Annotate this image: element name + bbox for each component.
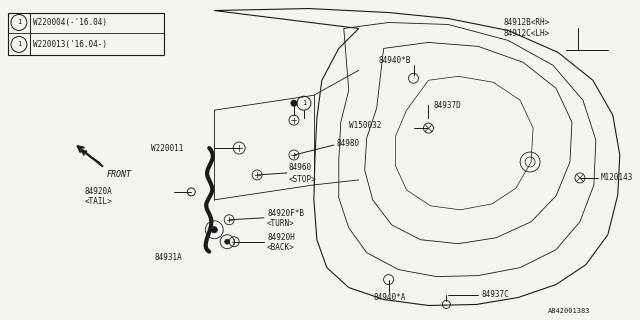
Text: 84931A: 84931A — [154, 253, 182, 262]
Text: 84937D: 84937D — [433, 101, 461, 110]
Text: W150032: W150032 — [349, 121, 381, 130]
Text: W220011: W220011 — [152, 144, 184, 153]
Circle shape — [291, 100, 297, 106]
Text: <STOP>: <STOP> — [289, 175, 317, 184]
Circle shape — [225, 239, 230, 244]
Text: A842001383: A842001383 — [548, 308, 591, 315]
Text: 84920A: 84920A — [84, 188, 113, 196]
Text: 84920F*B: 84920F*B — [267, 209, 304, 218]
Text: <BACK>: <BACK> — [267, 243, 295, 252]
Text: M120143: M120143 — [601, 173, 633, 182]
Circle shape — [211, 227, 218, 233]
Text: 84980: 84980 — [337, 139, 360, 148]
Text: 1: 1 — [17, 20, 21, 26]
Text: 84940*B: 84940*B — [379, 56, 411, 65]
Text: FRONT: FRONT — [107, 171, 132, 180]
Text: 1: 1 — [302, 100, 306, 106]
Text: 1: 1 — [17, 41, 21, 47]
Text: 84912B<RH>: 84912B<RH> — [503, 18, 550, 27]
Text: 84937C: 84937C — [481, 290, 509, 299]
Text: <TAIL>: <TAIL> — [84, 197, 113, 206]
Text: 84960: 84960 — [289, 164, 312, 172]
Text: <TURN>: <TURN> — [267, 219, 295, 228]
Text: 84920H: 84920H — [267, 233, 295, 242]
Bar — [8, 12, 164, 55]
Text: 84912C<LH>: 84912C<LH> — [503, 29, 550, 38]
Text: W220004(-'16.04): W220004(-'16.04) — [33, 18, 107, 27]
Text: 84940*A: 84940*A — [374, 293, 406, 302]
Text: W220013('16.04-): W220013('16.04-) — [33, 40, 107, 49]
